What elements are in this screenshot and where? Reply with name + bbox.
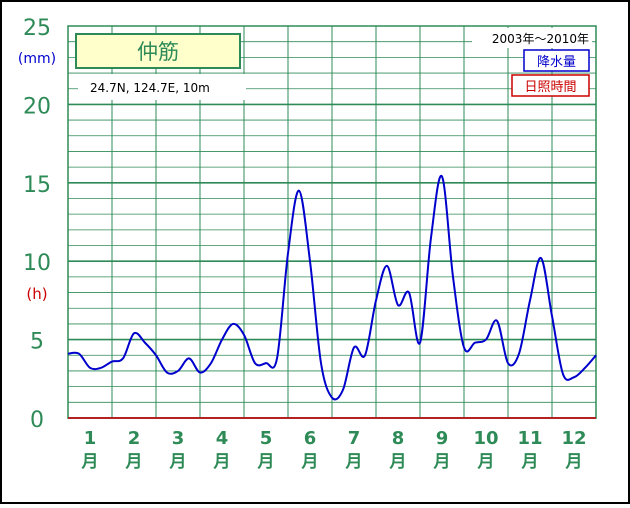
x-tick-month-number: 1 (84, 428, 97, 449)
x-tick-month-suffix: 月 (521, 452, 539, 472)
period-box: 2003年～2010年 (472, 28, 592, 48)
legend: 降水量 日照時間 (511, 49, 590, 97)
y-tick-label: 5 (30, 330, 44, 355)
y-tick-label: 0 (30, 408, 44, 433)
x-tick-month-number: 6 (304, 428, 317, 449)
x-tick-month-suffix: 月 (477, 452, 495, 472)
legend-precip-label: 降水量 (537, 55, 576, 70)
title-box-bg (75, 33, 241, 69)
legend-sunshine-box (511, 74, 590, 97)
precipitation-line (67, 174, 597, 401)
x-tick-month-suffix: 月 (389, 452, 407, 472)
period-label: 2003年～2010年 (492, 32, 589, 46)
x-tick-month-number: 7 (348, 428, 361, 449)
y-tick-label: 10 (23, 251, 51, 276)
x-tick-month-suffix: 月 (565, 452, 583, 472)
chart-title: 仲筋 (137, 40, 179, 64)
location-box: 24.7N, 124.7E, 10m (78, 74, 246, 100)
period-box-bg (472, 28, 592, 48)
legend-precip-box (523, 49, 590, 72)
x-tick-month-suffix: 月 (345, 452, 363, 472)
unit-mm-label: (mm) (18, 51, 56, 67)
x-tick-month-number: 2 (128, 428, 141, 449)
x-tick-month-suffix: 月 (433, 452, 451, 472)
x-tick-month-number: 12 (561, 428, 586, 449)
title-box: 仲筋 (75, 33, 241, 69)
x-tick-month-number: 3 (172, 428, 185, 449)
x-tick-month-suffix: 月 (81, 452, 99, 472)
x-tick-month-number: 10 (473, 428, 498, 449)
x-tick-month-suffix: 月 (213, 452, 231, 472)
legend-sunshine-label: 日照時間 (524, 80, 576, 95)
y-tick-labels: 0 5 10 15 20 25 (23, 16, 51, 433)
y-tick-label: 25 (23, 16, 51, 41)
x-tick-month-number: 11 (517, 428, 542, 449)
y-tick-label: 15 (23, 173, 51, 198)
x-tick-month-suffix: 月 (169, 452, 187, 472)
x-tick-month-suffix: 月 (257, 452, 275, 472)
x-tick-month-number: 4 (216, 428, 229, 449)
x-tick-month-number: 9 (436, 428, 449, 449)
location-box-bg (78, 74, 246, 100)
location-label: 24.7N, 124.7E, 10m (90, 81, 210, 95)
x-tick-labels: 1 月 2 月 3 月 4 月 5 月 6 月 7 月 8 月 9 月 10 月 11 月 12 月 (81, 428, 587, 472)
y-tick-label: 20 (23, 94, 51, 119)
x-tick-month-number: 5 (260, 428, 273, 449)
unit-h-label: (h) (26, 285, 47, 303)
x-tick-month-suffix: 月 (301, 452, 319, 472)
x-tick-month-number: 8 (392, 428, 405, 449)
x-tick-month-suffix: 月 (125, 452, 143, 472)
